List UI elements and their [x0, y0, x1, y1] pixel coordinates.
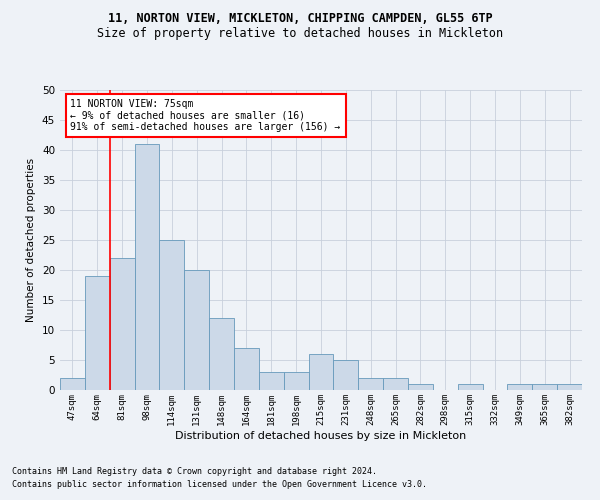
Bar — [85, 276, 110, 390]
Bar — [160, 240, 184, 390]
X-axis label: Distribution of detached houses by size in Mickleton: Distribution of detached houses by size … — [175, 430, 467, 440]
Bar — [110, 258, 134, 390]
Text: 11 NORTON VIEW: 75sqm
← 9% of detached houses are smaller (16)
91% of semi-detac: 11 NORTON VIEW: 75sqm ← 9% of detached h… — [70, 99, 341, 132]
Bar — [308, 354, 334, 390]
Bar — [358, 378, 383, 390]
Bar — [184, 270, 209, 390]
Bar — [532, 384, 557, 390]
Text: Contains public sector information licensed under the Open Government Licence v3: Contains public sector information licen… — [12, 480, 427, 489]
Bar — [508, 384, 532, 390]
Bar — [209, 318, 234, 390]
Text: 11, NORTON VIEW, MICKLETON, CHIPPING CAMPDEN, GL55 6TP: 11, NORTON VIEW, MICKLETON, CHIPPING CAM… — [107, 12, 493, 26]
Text: Size of property relative to detached houses in Mickleton: Size of property relative to detached ho… — [97, 28, 503, 40]
Bar — [383, 378, 408, 390]
Bar — [134, 144, 160, 390]
Text: Contains HM Land Registry data © Crown copyright and database right 2024.: Contains HM Land Registry data © Crown c… — [12, 468, 377, 476]
Y-axis label: Number of detached properties: Number of detached properties — [26, 158, 37, 322]
Bar — [60, 378, 85, 390]
Bar — [234, 348, 259, 390]
Bar — [458, 384, 482, 390]
Bar — [557, 384, 582, 390]
Bar — [408, 384, 433, 390]
Bar — [334, 360, 358, 390]
Bar — [259, 372, 284, 390]
Bar — [284, 372, 308, 390]
